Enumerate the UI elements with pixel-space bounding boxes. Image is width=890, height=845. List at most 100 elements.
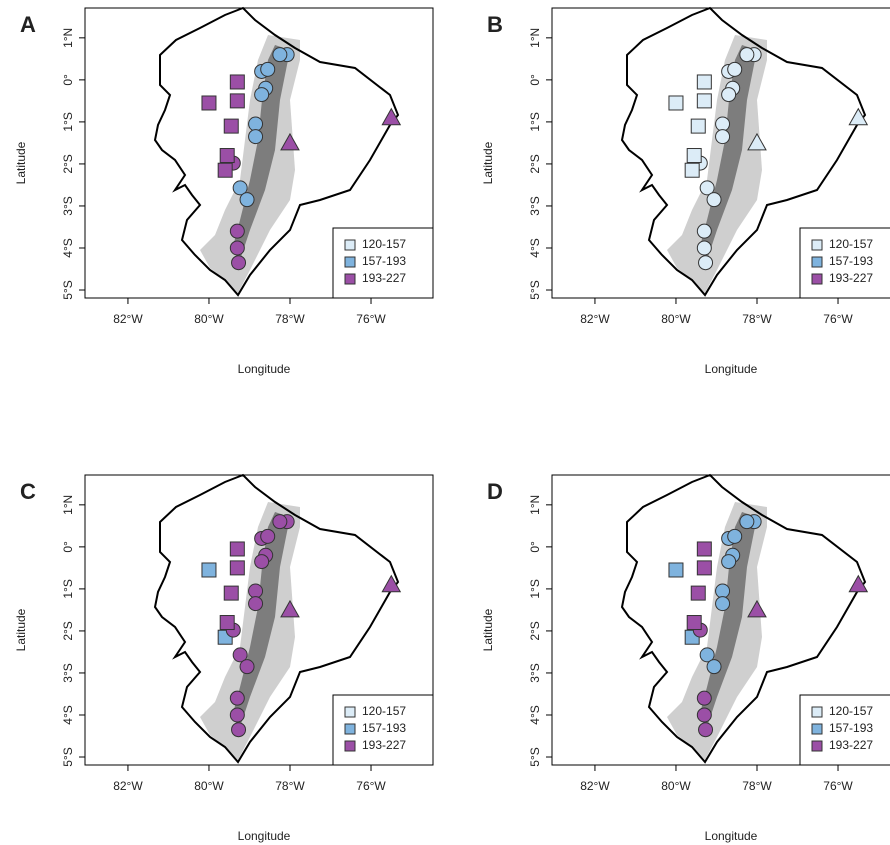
site-marker [230, 542, 244, 556]
legend-swatch [345, 707, 355, 717]
legend-label: 120-157 [829, 704, 873, 718]
y-tick-label: 2°S [528, 154, 542, 173]
site-marker [202, 563, 216, 577]
x-tick-label: 82°W [113, 779, 143, 793]
legend-swatch [812, 707, 822, 717]
site-marker [740, 48, 754, 62]
x-tick-label: 78°W [275, 312, 305, 326]
site-marker [230, 224, 244, 238]
legend-label: 120-157 [362, 237, 406, 251]
site-marker [273, 48, 287, 62]
legend-label: 157-193 [829, 721, 873, 735]
site-marker [697, 708, 711, 722]
y-tick-label: 3°S [61, 196, 75, 215]
site-marker [224, 119, 238, 133]
site-marker [697, 542, 711, 556]
site-marker [687, 149, 701, 163]
site-marker [249, 117, 263, 131]
legend-label: 157-193 [362, 254, 406, 268]
panel-label: A [20, 12, 36, 37]
x-tick-label: 78°W [742, 779, 772, 793]
site-marker [728, 62, 742, 76]
site-marker [697, 224, 711, 238]
site-marker [261, 529, 275, 543]
site-marker [220, 149, 234, 163]
legend-swatch [345, 724, 355, 734]
y-tick-label: 3°S [528, 663, 542, 682]
site-marker [230, 241, 244, 255]
site-marker [707, 193, 721, 207]
y-tick-label: 0° [61, 74, 75, 86]
legend-swatch [812, 240, 822, 250]
y-tick-label: 0° [61, 541, 75, 553]
x-tick-label: 78°W [742, 312, 772, 326]
site-marker [716, 584, 730, 598]
y-tick-label: 1°N [61, 28, 75, 48]
site-marker [691, 119, 705, 133]
x-axis-label: Longitude [238, 829, 291, 843]
legend-label: 193-227 [362, 738, 406, 752]
legend-label: 193-227 [362, 271, 406, 285]
site-marker [249, 597, 263, 611]
y-tick-label: 0° [528, 74, 542, 86]
site-marker [697, 561, 711, 575]
y-tick-label: 5°S [61, 280, 75, 299]
x-tick-label: 76°W [823, 312, 853, 326]
x-tick-label: 80°W [194, 779, 224, 793]
legend-label: 157-193 [829, 254, 873, 268]
y-tick-label: 1°S [61, 579, 75, 598]
site-marker [240, 660, 254, 674]
site-marker [230, 708, 244, 722]
x-axis-label: Longitude [705, 829, 758, 843]
site-marker [697, 94, 711, 108]
panel-label: C [20, 479, 36, 504]
y-tick-label: 5°S [61, 747, 75, 766]
y-tick-label: 1°N [528, 28, 542, 48]
legend-label: 193-227 [829, 738, 873, 752]
legend-label: 120-157 [829, 237, 873, 251]
site-marker [224, 586, 238, 600]
y-tick-label: 1°N [528, 495, 542, 515]
legend-swatch [345, 274, 355, 284]
site-marker [255, 88, 269, 102]
x-tick-label: 76°W [356, 779, 386, 793]
x-tick-label: 80°W [194, 312, 224, 326]
site-marker [218, 163, 232, 177]
x-tick-label: 80°W [661, 312, 691, 326]
site-marker [685, 163, 699, 177]
site-marker [255, 555, 269, 569]
y-tick-label: 4°S [528, 705, 542, 724]
site-marker [273, 515, 287, 529]
site-marker [722, 88, 736, 102]
site-marker [740, 515, 754, 529]
y-tick-label: 1°N [61, 495, 75, 515]
site-marker [669, 563, 683, 577]
y-tick-label: 2°S [61, 154, 75, 173]
y-tick-label: 1°S [61, 112, 75, 131]
site-marker [230, 691, 244, 705]
y-axis-label: Latitude [14, 608, 28, 651]
y-tick-label: 5°S [528, 747, 542, 766]
legend-swatch [812, 257, 822, 267]
site-marker [722, 555, 736, 569]
legend-swatch [345, 741, 355, 751]
legend-swatch [345, 257, 355, 267]
legend-swatch [345, 240, 355, 250]
y-tick-label: 0° [528, 541, 542, 553]
site-marker [697, 691, 711, 705]
site-marker [728, 529, 742, 543]
y-tick-label: 1°S [528, 579, 542, 598]
site-marker [230, 94, 244, 108]
site-marker [232, 723, 246, 737]
site-marker [699, 723, 713, 737]
site-marker [716, 130, 730, 144]
legend-swatch [812, 741, 822, 751]
y-tick-label: 3°S [528, 196, 542, 215]
legend-label: 120-157 [362, 704, 406, 718]
y-tick-label: 4°S [528, 238, 542, 257]
y-tick-label: 3°S [61, 663, 75, 682]
legend-swatch [812, 274, 822, 284]
site-marker [699, 256, 713, 270]
site-marker [697, 241, 711, 255]
